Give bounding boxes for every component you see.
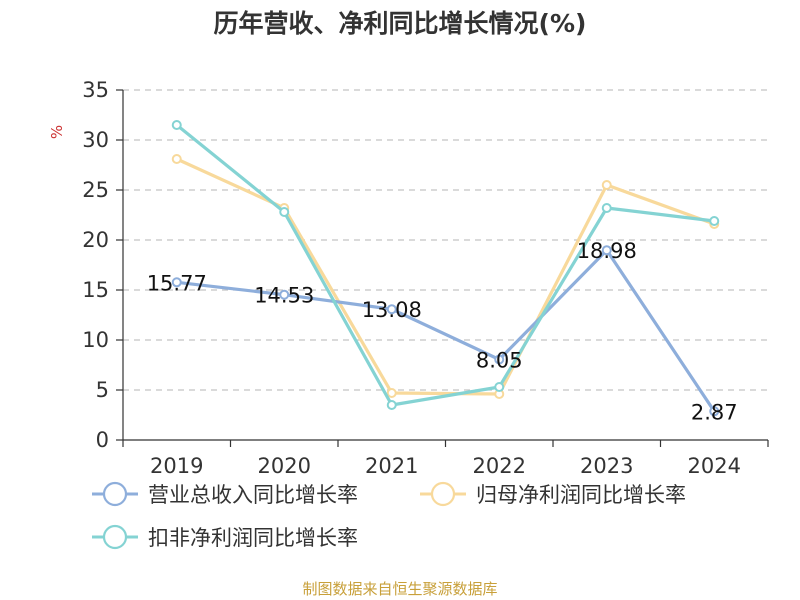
data-point [709, 216, 720, 226]
y-tick-label: 35 [82, 78, 109, 102]
data-label: 14.53 [254, 284, 314, 308]
gridlines [123, 89, 768, 391]
data-point [171, 277, 182, 288]
series-line [175, 123, 715, 407]
legend-item-1: 营业总收入同比增长率 [92, 481, 358, 507]
data-point [279, 207, 290, 217]
data-point [386, 400, 397, 410]
x-tick-label: 2024 [688, 454, 741, 478]
data-point [494, 354, 505, 365]
data-label: 13.08 [362, 298, 422, 322]
legend-marker [430, 481, 456, 507]
data-point [279, 289, 290, 300]
x-tick-label: 2019 [150, 454, 203, 478]
data-point [601, 245, 612, 256]
data-point [494, 382, 505, 392]
data-labels: 15.77 14.53 13.08 8.05 18.98 2.87 [147, 239, 738, 424]
series-line [176, 157, 715, 396]
y-tick-label: 5 [96, 378, 109, 402]
data-point [386, 388, 397, 398]
data-label: 18.98 [577, 239, 637, 263]
data-point [171, 120, 182, 130]
legend-label: 扣非净利润同比增长率 [148, 526, 358, 550]
y-axis-unit: % [48, 125, 66, 139]
x-tick-label: 2023 [580, 454, 633, 478]
data-label: 2.87 [691, 400, 738, 424]
data-point [601, 203, 612, 213]
legend-marker [102, 524, 128, 550]
chart-title: 历年营收、净利同比增长情况(%) [214, 9, 587, 38]
series-line [176, 248, 716, 413]
x-tick-label: 2021 [365, 454, 418, 478]
y-tick-label: 20 [82, 228, 109, 252]
legend-item-3: 扣非净利润同比增长率 [92, 524, 358, 550]
x-tick-label: 2020 [258, 454, 311, 478]
legend-item-2: 归母净利润同比增长率 [420, 481, 686, 507]
source-note: 制图数据来自恒生聚源数据库 [302, 580, 497, 598]
y-tick-label: 10 [82, 328, 109, 352]
legend-marker [102, 481, 128, 507]
series-2 [171, 154, 720, 399]
y-tick-label: 0 [96, 428, 109, 452]
data-point [171, 154, 182, 164]
y-tick-label: 15 [82, 278, 109, 302]
data-point [386, 304, 397, 315]
y-tick-label: 30 [82, 128, 109, 152]
y-tick-labels: 0 5 10 15 20 25 30 35 [82, 78, 109, 452]
x-tick-labels: 2019 2020 2021 2022 2023 2024 [150, 454, 741, 478]
series-1 [171, 245, 720, 417]
data-label: 15.77 [147, 271, 207, 295]
data-point [601, 180, 612, 190]
x-tick-label: 2022 [473, 454, 526, 478]
series-layer [171, 120, 720, 417]
legend-label: 营业总收入同比增长率 [148, 483, 358, 507]
axes [116, 89, 769, 447]
data-label: 8.05 [476, 349, 523, 373]
data-point [709, 406, 720, 417]
legend-label: 归母净利润同比增长率 [476, 483, 686, 507]
series-3 [171, 120, 720, 410]
y-tick-label: 25 [82, 178, 109, 202]
